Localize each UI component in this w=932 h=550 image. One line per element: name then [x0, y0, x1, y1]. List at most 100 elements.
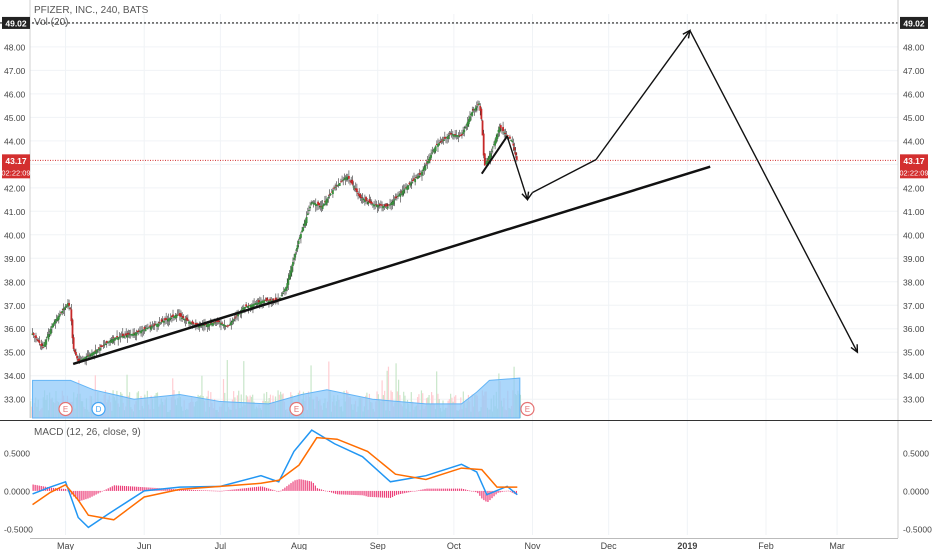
candle-body [96, 349, 99, 351]
macd-histogram-bar [306, 480, 308, 491]
candle-body [322, 203, 325, 207]
macd-histogram-bar [136, 486, 138, 491]
macd-histogram-bar [465, 489, 467, 491]
candle-body [131, 333, 133, 336]
macd-histogram-bar [375, 490, 377, 498]
macd-histogram-bar [272, 489, 274, 491]
macd-histogram-bar [233, 489, 235, 491]
candle-body [55, 318, 58, 322]
macd-histogram-bar [67, 490, 69, 492]
candle-body [464, 127, 467, 129]
candle-body [137, 330, 140, 332]
candle-body [375, 204, 378, 206]
candle-body [177, 314, 180, 316]
candle-body [326, 198, 329, 203]
candle-body [411, 179, 414, 182]
macd-histogram-bar [239, 488, 241, 491]
time-tick-label: Dec [601, 541, 618, 550]
candle-body [60, 312, 62, 314]
candle-body [51, 326, 53, 328]
candle-body [502, 127, 504, 132]
price-tick-left: 47.00 [4, 66, 26, 76]
candle-body [324, 201, 326, 203]
candle-body [158, 322, 161, 323]
time-tick-label: Oct [447, 541, 462, 550]
candle-body [41, 346, 44, 348]
candle-body [311, 202, 314, 204]
macd-tick-right: 0.0000 [903, 486, 929, 496]
candle-body [133, 332, 136, 334]
macd-histogram-bar [249, 487, 251, 491]
candle-body [463, 129, 466, 133]
candle-body [184, 319, 187, 321]
macd-histogram-bar [477, 490, 479, 494]
candle-body [221, 322, 224, 324]
candle-body [109, 340, 112, 343]
drawn-trendlines[interactable] [0, 22, 898, 366]
candle-body [209, 322, 212, 324]
macd-histogram-bar [186, 489, 189, 491]
candle-body [494, 140, 496, 146]
candle-body [321, 205, 324, 210]
macd-histogram-bar [434, 488, 436, 491]
candle-body [382, 205, 385, 209]
macd-histogram-bar [462, 489, 465, 491]
candle-body [241, 308, 244, 310]
candle-body [104, 343, 107, 345]
candle-body [140, 330, 142, 334]
candle-body [417, 175, 420, 179]
macd-histogram-bar [345, 490, 347, 495]
macd-histogram-bar [107, 488, 109, 491]
macd-histogram-bar [235, 489, 237, 491]
price-tick-right: 37.00 [903, 301, 925, 311]
candle-body [513, 147, 516, 151]
candle-body [349, 180, 351, 182]
candle-body [386, 206, 389, 209]
macd-histogram-bar [373, 490, 375, 498]
projection-arrow-line [526, 192, 534, 200]
macd-histogram-bar [103, 490, 105, 492]
macd-histogram-bar [270, 489, 272, 491]
macd-tick-left: 0.5000 [4, 448, 30, 458]
macd-tick-left: 0.0000 [4, 486, 30, 496]
macd-histogram-bar [481, 490, 483, 499]
candle-body [138, 331, 141, 333]
candle-body [36, 339, 39, 341]
candle-body [503, 132, 506, 134]
macd-histogram-bar [497, 490, 499, 493]
volume-indicator-label: Vol (20) [34, 17, 68, 28]
candle-body [266, 299, 269, 301]
candle-body [126, 334, 129, 338]
candle-body [304, 220, 307, 226]
candle-body [319, 205, 322, 208]
macd-histogram-bar [38, 485, 40, 491]
candle-body [38, 340, 41, 343]
candle-body [168, 318, 171, 320]
candle-body [471, 111, 474, 116]
candle-body [172, 314, 174, 317]
macd-histogram-bar [353, 490, 355, 495]
candle-body [57, 315, 60, 320]
time-tick-label: Jul [215, 541, 227, 550]
macd-histogram-bar [400, 490, 402, 494]
candle-body [343, 178, 346, 180]
time-tick-label: Nov [525, 541, 542, 550]
macd-histogram-bar [60, 488, 63, 491]
candle-body [422, 169, 425, 172]
candle-body [56, 317, 59, 321]
candle-body [441, 139, 444, 141]
candle-body [359, 194, 362, 198]
candle-body [192, 322, 195, 325]
price-tick-left: 45.00 [4, 113, 26, 123]
volume-bar [387, 366, 390, 418]
macd-histogram-bar [166, 488, 168, 491]
candle-body [504, 132, 507, 134]
candle-body [47, 334, 50, 340]
candle-body [105, 340, 108, 343]
candle-body [190, 322, 193, 325]
candle-body [233, 317, 236, 319]
macd-histogram-bar [241, 488, 243, 491]
macd-histogram-bar [188, 489, 191, 491]
candle-body [328, 194, 331, 196]
